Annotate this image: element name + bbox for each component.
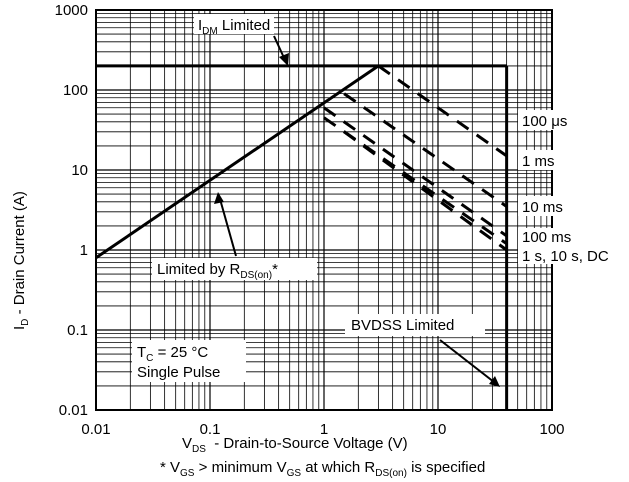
- y-tick-label: 1000: [55, 2, 88, 19]
- series-line-0: [95, 64, 380, 259]
- y-tick-label: 0.1: [67, 322, 88, 339]
- y-tick-label: 1: [80, 242, 88, 259]
- series-line-7: [343, 130, 508, 252]
- x-tick-label: 100: [539, 421, 564, 438]
- footnote: * VGS > minimum VGS at which RDS(on) is …: [160, 459, 485, 479]
- series-labels: 100 μs 1 ms 10 ms 100 ms 1 s, 10 s, DC: [518, 110, 618, 265]
- svg-text:IDM Limited: IDM Limited: [198, 17, 270, 37]
- label-10ms: 10 ms: [522, 199, 563, 216]
- conditions-annotation: TC = 25 °C Single Pulse: [132, 340, 246, 382]
- x-tick-label: 0.1: [200, 421, 221, 438]
- svg-text:BVDSS Limited: BVDSS Limited: [351, 317, 454, 334]
- bvdss-limited-annotation: BVDSS Limited: [345, 314, 500, 387]
- x-tick-label: 10: [430, 421, 447, 438]
- x-tick-label: 1: [320, 421, 328, 438]
- y-tick-label: 100: [63, 82, 88, 99]
- y-tick-label: 10: [71, 162, 88, 179]
- svg-text:Limited by RDS(on)*: Limited by RDS(on)*: [157, 261, 278, 281]
- svg-text:TC = 25 °C: TC = 25 °C: [137, 344, 208, 364]
- y-tick-label: 0.01: [59, 402, 88, 419]
- rds-limited-annotation: Limited by RDS(on)*: [152, 192, 317, 281]
- label-1s-10s-dc: 1 s, 10 s, DC: [522, 248, 609, 265]
- series-line-3: [377, 64, 508, 158]
- x-tick-label: 0.01: [81, 421, 110, 438]
- x-axis-title: VDS - Drain-to-Source Voltage (V): [182, 435, 408, 455]
- series-line-4: [343, 92, 508, 208]
- grid: [96, 10, 552, 410]
- y-axis-title: ID - Drain Current (A): [11, 191, 31, 330]
- idm-limited-annotation: IDM Limited: [194, 14, 289, 66]
- label-1ms: 1 ms: [522, 153, 555, 170]
- label-100us: 100 μs: [522, 113, 567, 130]
- series-line-5: [323, 106, 508, 238]
- svg-text:Single Pulse: Single Pulse: [137, 364, 220, 381]
- tick-labels: 0.01 0.1 1 10 100 0.01 0.1 1 10 100 1000: [55, 2, 565, 438]
- label-100ms: 100 ms: [522, 229, 571, 246]
- series-lines: [95, 64, 509, 410]
